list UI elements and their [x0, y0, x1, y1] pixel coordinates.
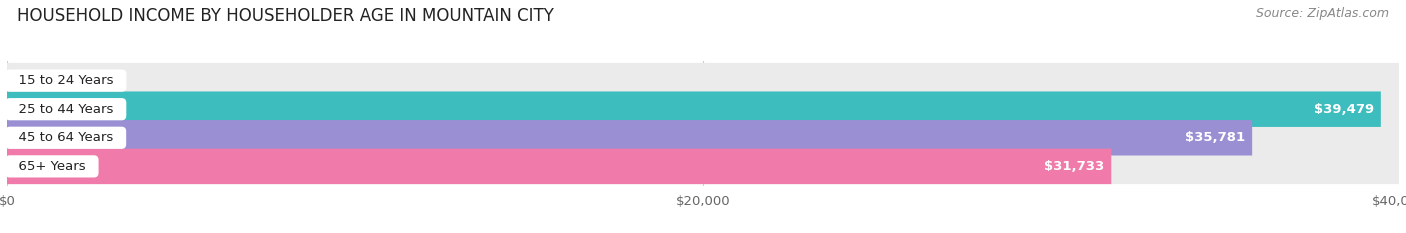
- Text: 45 to 64 Years: 45 to 64 Years: [10, 131, 121, 144]
- FancyBboxPatch shape: [7, 149, 1399, 184]
- Text: $35,781: $35,781: [1185, 131, 1246, 144]
- FancyBboxPatch shape: [7, 120, 1253, 155]
- FancyBboxPatch shape: [7, 92, 1399, 127]
- FancyBboxPatch shape: [7, 92, 1381, 127]
- Text: Source: ZipAtlas.com: Source: ZipAtlas.com: [1256, 7, 1389, 20]
- FancyBboxPatch shape: [7, 63, 1399, 98]
- FancyBboxPatch shape: [7, 149, 1111, 184]
- Text: $31,733: $31,733: [1045, 160, 1104, 173]
- Text: 65+ Years: 65+ Years: [10, 160, 94, 173]
- Text: HOUSEHOLD INCOME BY HOUSEHOLDER AGE IN MOUNTAIN CITY: HOUSEHOLD INCOME BY HOUSEHOLDER AGE IN M…: [17, 7, 554, 25]
- Text: 15 to 24 Years: 15 to 24 Years: [10, 74, 122, 87]
- Text: 25 to 44 Years: 25 to 44 Years: [10, 103, 122, 116]
- FancyBboxPatch shape: [7, 120, 1399, 155]
- Text: $0: $0: [46, 74, 63, 87]
- Text: $39,479: $39,479: [1313, 103, 1374, 116]
